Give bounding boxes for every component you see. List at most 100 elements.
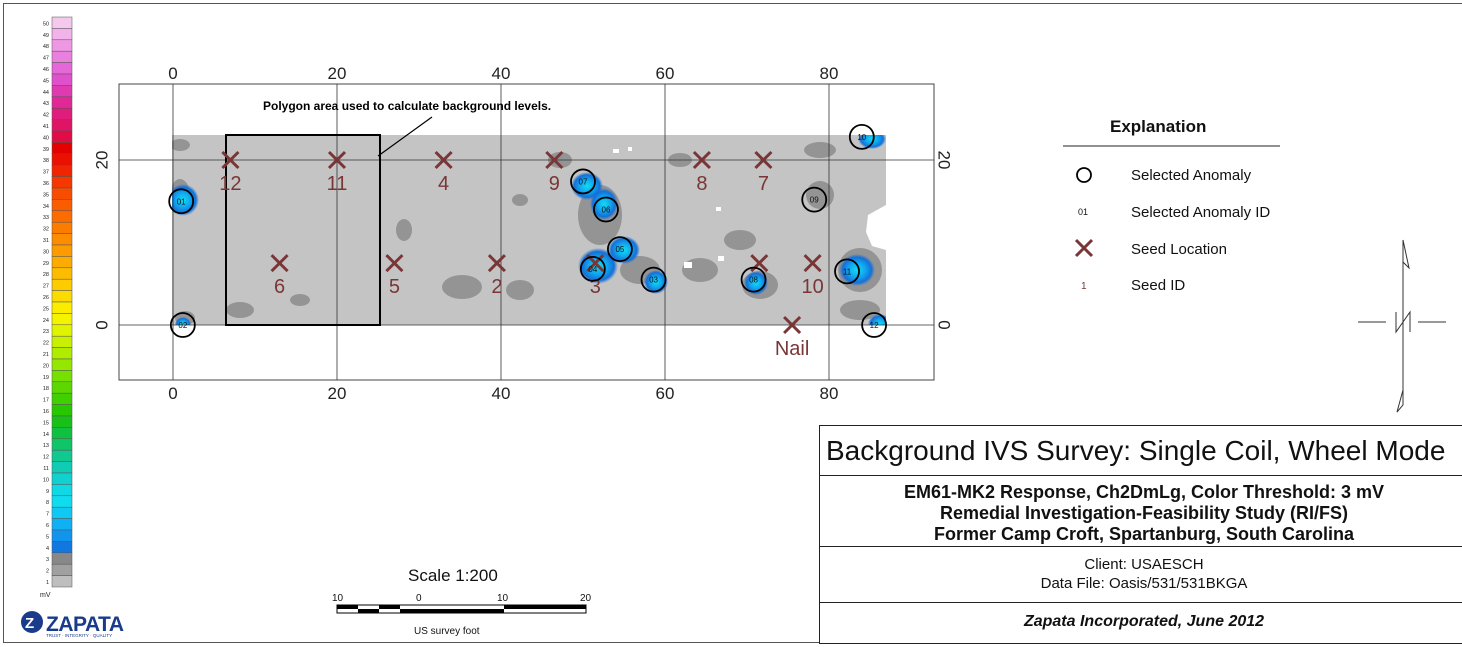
x-tick-label-bottom: 20	[328, 384, 347, 403]
selected-anomaly-circle	[570, 168, 596, 195]
seed-id-label: 4	[438, 173, 449, 195]
y-tick-label-right: 20	[935, 151, 954, 170]
selected-anomaly-circle	[169, 312, 196, 338]
colorbar-tick-label: 19	[43, 375, 49, 381]
color-scale-bar: 5049484746454443424140393837363534333231…	[43, 16, 73, 588]
scale-tick-label: 20	[580, 593, 592, 604]
colorbar-tick-label: 6	[46, 523, 49, 529]
colorbar-swatch	[51, 449, 73, 462]
seed-id-label: 6	[274, 276, 285, 298]
colorbar-swatch	[51, 221, 73, 234]
title-block-subtitle: EM61-MK2 Response, Ch2DmLg, Color Thresh…	[820, 476, 1462, 547]
colorbar-tick-label: 33	[43, 215, 49, 221]
selected-anomaly-id: 04	[588, 265, 597, 274]
colorbar-swatch	[51, 176, 73, 189]
colorbar-tick-label: 17	[43, 398, 49, 404]
colorbar-tick-label: 9	[46, 489, 49, 495]
colorbar-swatch	[51, 142, 73, 155]
logo-tagline: TRUST · INTEGRITY · QUALITY	[46, 633, 112, 638]
survey-area	[172, 135, 886, 325]
selected-anomaly-id: 12	[870, 321, 879, 330]
legend-label-4: Seed ID	[1131, 277, 1185, 294]
colorbar-tick-label: 44	[43, 90, 49, 96]
colorbar-tick-label: 11	[43, 466, 49, 472]
seed-cross-icon	[221, 150, 240, 170]
colorbar-tick-label: 28	[43, 272, 49, 278]
colorbar-swatch	[51, 130, 73, 143]
colorbar-swatch	[51, 199, 73, 212]
x-tick-label-top: 20	[328, 64, 347, 83]
colorbar-tick-label: 38	[43, 158, 49, 164]
colorbar-swatch	[51, 370, 73, 383]
colorbar-swatch	[51, 552, 73, 565]
colorbar-tick-label: 47	[43, 56, 49, 62]
polygon-annotation: Polygon area used to calculate backgroun…	[263, 99, 551, 113]
colorbar-tick-label: 35	[43, 192, 49, 198]
selected-anomalies: 01 02 03 04 05 06 07 08 09 10 11 12	[168, 123, 887, 338]
logo-name: ZAPATA	[46, 613, 124, 636]
colorbar-swatch	[51, 472, 73, 485]
colorbar-swatch	[51, 415, 73, 428]
scale-tick-label: 10	[497, 593, 509, 604]
background-polygon	[225, 134, 381, 326]
subtitle-line-1: EM61-MK2 Response, Ch2DmLg, Color Thresh…	[903, 482, 1385, 502]
x-tick-label-bottom: 80	[820, 384, 839, 403]
colorbar-tick-label: 25	[43, 306, 49, 312]
colorbar-tick-label: 50	[43, 21, 49, 27]
selected-anomaly-id: 08	[749, 276, 758, 285]
seed-id-label: 2	[491, 276, 502, 298]
x-tick-label-bottom: 60	[656, 384, 675, 403]
seed-cross-icon	[783, 315, 802, 335]
seed-locations: 12 11 4 9 8 7 6 5 2 3 10 Nail	[219, 150, 824, 360]
scale-tick-label: 0	[416, 593, 422, 604]
colorbar-swatch	[51, 290, 73, 303]
colorbar-swatch	[51, 278, 73, 291]
colorbar-tick-label: 37	[43, 170, 49, 176]
seed-cross-icon	[327, 150, 347, 170]
colorbar-tick-label: 21	[43, 352, 49, 358]
north-arrow-icon	[1358, 239, 1446, 413]
colorbar-tick-label: 22	[43, 341, 49, 347]
legend-seed-id-sample: 1	[1081, 281, 1087, 292]
legend-label-2: Selected Anomaly ID	[1131, 204, 1270, 221]
selected-anomaly-id: 11	[843, 267, 852, 276]
colorbar-swatch	[51, 210, 73, 223]
selected-anomaly-id: 05	[615, 245, 624, 254]
colorbar-swatch	[51, 96, 73, 109]
scale-bar: Scale 1:200 10 0 10 20 US survey foot	[332, 566, 592, 637]
colorbar-swatch	[51, 39, 73, 52]
colorbar-tick-label: 12	[43, 455, 49, 461]
colorbar-swatch	[51, 461, 73, 474]
colorbar-tick-label: 1	[46, 580, 49, 586]
seed-cross-icon	[692, 150, 711, 170]
colorbar-swatch	[51, 107, 73, 120]
selected-anomaly-id: 06	[602, 206, 611, 215]
selected-anomaly-id: 01	[177, 197, 186, 206]
selected-anomaly-circle	[607, 236, 633, 263]
colorbar-swatch	[51, 16, 73, 29]
colorbar-swatch	[51, 427, 73, 440]
legend-label-1: Selected Anomaly	[1131, 167, 1252, 184]
selected-anomaly-circle	[834, 258, 860, 285]
colorbar-tick-label: 10	[43, 477, 49, 483]
colorbar-tick-label: 26	[43, 295, 49, 301]
x-tick-label-bottom: 40	[492, 384, 511, 403]
colorbar-swatch	[51, 244, 73, 257]
selected-anomaly-id: 02	[178, 321, 187, 330]
colorbar-tick-label: 5	[46, 534, 49, 540]
colorbar-swatch	[51, 187, 73, 200]
colorbar-tick-label: 43	[43, 101, 49, 107]
selected-anomaly-id: 03	[649, 276, 658, 285]
title-block-client: Client: USAESCH Data File: Oasis/531/531…	[820, 547, 1462, 603]
colorbar-tick-label: 31	[43, 238, 49, 244]
colorbar-tick-label: 20	[43, 363, 49, 369]
colorbar-tick-label: 2	[46, 569, 49, 575]
seed-id-label: 7	[758, 173, 769, 195]
colorbar-tick-label: 41	[43, 124, 49, 130]
seed-id-label: 12	[219, 173, 241, 195]
colorbar-tick-label: 49	[43, 33, 49, 39]
colorbar-tick-label: 15	[43, 420, 49, 426]
colorbar-tick-label: 24	[43, 318, 49, 324]
